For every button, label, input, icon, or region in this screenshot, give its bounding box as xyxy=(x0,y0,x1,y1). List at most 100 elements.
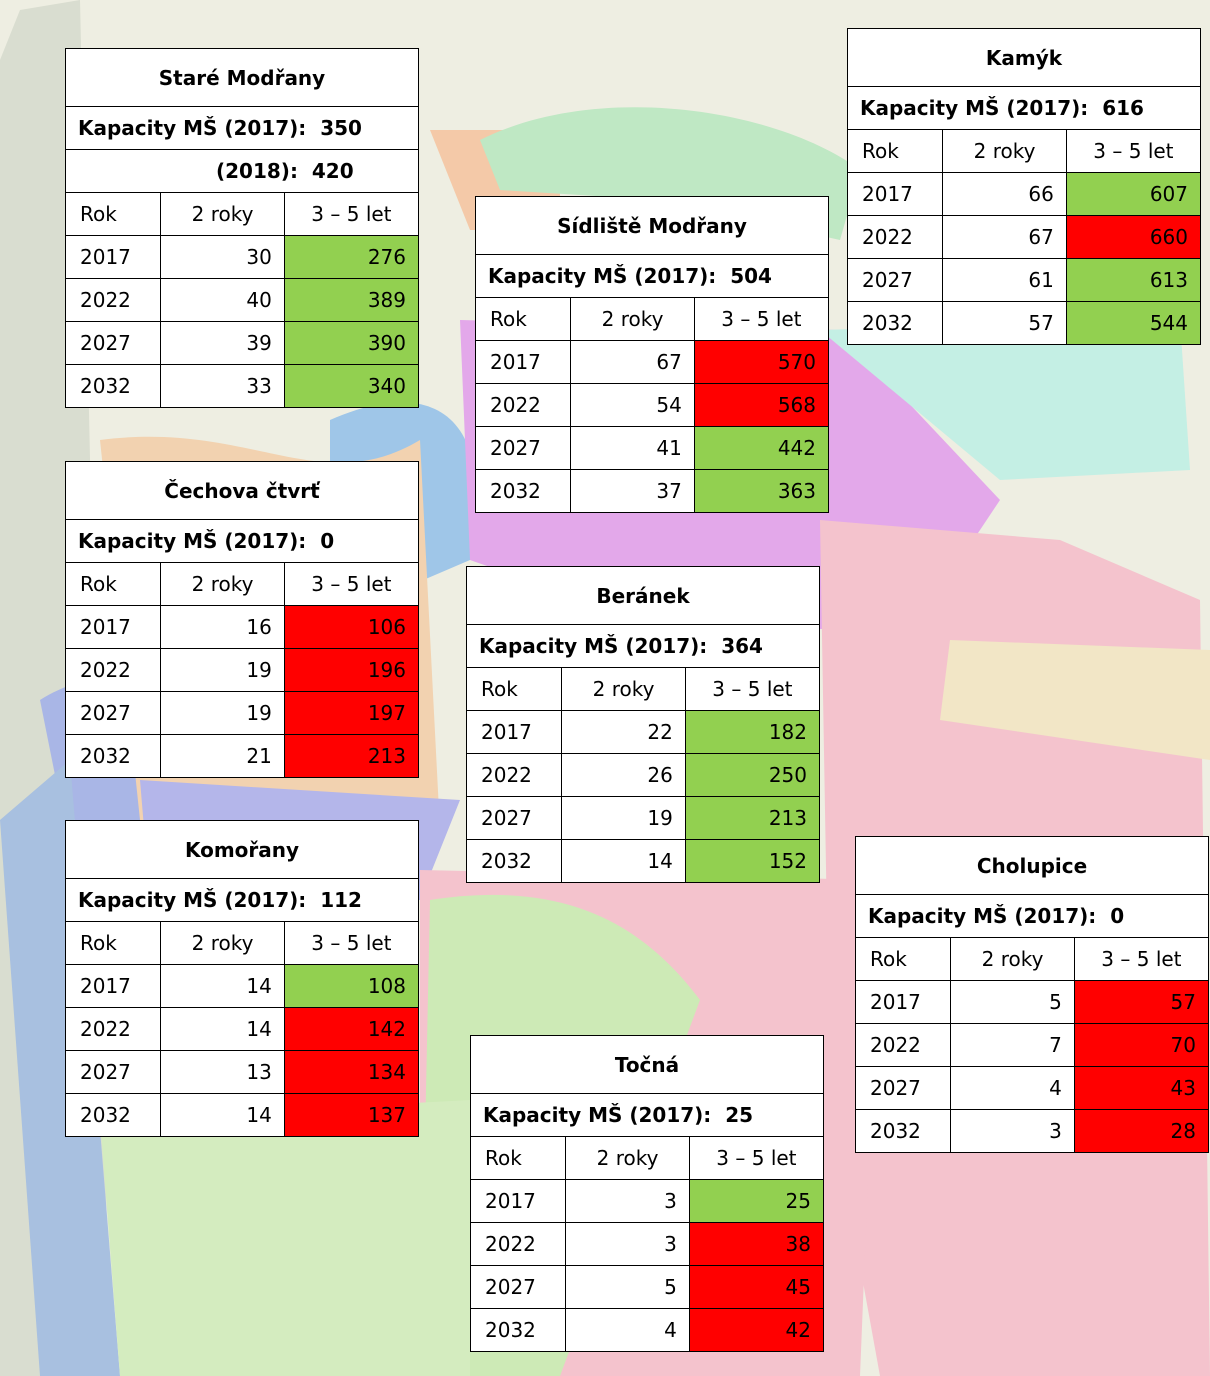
value-cell: 14 xyxy=(561,839,686,883)
year-cell: 2022 xyxy=(469,1222,567,1266)
data-row: 2027 19 213 xyxy=(465,796,821,840)
capacity-label: Kapacity MŠ (2017): 0 xyxy=(65,519,419,563)
column-header: Rok xyxy=(64,192,162,236)
value-cell: 7 xyxy=(950,1023,1075,1067)
column-header: 3 – 5 let xyxy=(688,1136,825,1180)
data-row: 2022 67 660 xyxy=(846,215,1202,259)
year-cell: 2022 xyxy=(474,383,572,427)
value-cell: 13 xyxy=(160,1050,285,1094)
column-header: 3 – 5 let xyxy=(1073,937,1210,981)
data-row: 2032 21 213 xyxy=(64,734,420,778)
year-cell: 2022 xyxy=(64,1007,162,1051)
value-cell: 570 xyxy=(693,340,830,384)
table-title: Sídliště Modřany xyxy=(475,196,829,255)
data-row: 2027 61 613 xyxy=(846,258,1202,302)
column-header: Rok xyxy=(846,129,944,173)
value-cell: 4 xyxy=(950,1066,1075,1110)
value-cell: 67 xyxy=(942,215,1067,259)
year-cell: 2017 xyxy=(474,340,572,384)
data-row: 2022 54 568 xyxy=(474,383,830,427)
header-row: Rok 2 roky 3 – 5 let xyxy=(846,129,1202,173)
value-cell: 67 xyxy=(570,340,695,384)
value-cell: 21 xyxy=(160,734,285,778)
capacity-label: (2018): 420 xyxy=(65,149,419,193)
capacity-row: Kapacity MŠ (2017): 504 xyxy=(475,254,829,298)
value-cell: 213 xyxy=(684,796,821,840)
title-row: Cholupice xyxy=(855,836,1209,895)
value-cell: 137 xyxy=(283,1093,420,1137)
year-cell: 2032 xyxy=(846,301,944,345)
capacity-row: Kapacity MŠ (2017): 112 xyxy=(65,878,419,922)
value-cell: 108 xyxy=(283,964,420,1008)
data-row: 2017 14 108 xyxy=(64,964,420,1008)
header-row: Rok 2 roky 3 – 5 let xyxy=(854,937,1210,981)
column-header: 2 roky xyxy=(565,1136,690,1180)
column-header: Rok xyxy=(474,297,572,341)
year-cell: 2017 xyxy=(64,964,162,1008)
value-cell: 276 xyxy=(283,235,420,279)
data-row: 2032 14 152 xyxy=(465,839,821,883)
value-cell: 14 xyxy=(160,1007,285,1051)
value-cell: 5 xyxy=(950,980,1075,1024)
capacity-table: Točná Kapacity MŠ (2017): 25 Rok 2 roky 3 – … xyxy=(469,1035,825,1352)
column-header: Rok xyxy=(854,937,952,981)
year-cell: 2032 xyxy=(64,1093,162,1137)
value-cell: 213 xyxy=(283,734,420,778)
year-cell: 2017 xyxy=(854,980,952,1024)
capacity-row: Kapacity MŠ (2017): 350 xyxy=(65,106,419,150)
capacity-table: Sídliště Modřany Kapacity MŠ (2017): 504 R… xyxy=(474,196,830,513)
value-cell: 16 xyxy=(160,605,285,649)
year-cell: 2027 xyxy=(846,258,944,302)
header-row: Rok 2 roky 3 – 5 let xyxy=(465,667,821,711)
year-cell: 2027 xyxy=(465,796,563,840)
value-cell: 57 xyxy=(942,301,1067,345)
capacity-table: Beránek Kapacity MŠ (2017): 364 Rok 2 roky 3… xyxy=(465,566,821,883)
data-row: 2032 3 28 xyxy=(854,1109,1210,1153)
table-title: Komořany xyxy=(65,820,419,879)
year-cell: 2022 xyxy=(854,1023,952,1067)
value-cell: 22 xyxy=(561,710,686,754)
table-title: Kamýk xyxy=(847,28,1201,87)
capacity-label: Kapacity MŠ (2017): 112 xyxy=(65,878,419,922)
table-title: Beránek xyxy=(466,566,820,625)
capacity-table: Komořany Kapacity MŠ (2017): 112 Rok 2 roky… xyxy=(64,820,420,1137)
header-row: Rok 2 roky 3 – 5 let xyxy=(64,192,420,236)
capacity-label: Kapacity MŠ (2017): 350 xyxy=(65,106,419,150)
year-cell: 2027 xyxy=(64,1050,162,1094)
value-cell: 390 xyxy=(283,321,420,365)
value-cell: 613 xyxy=(1065,258,1202,302)
column-header: 2 roky xyxy=(570,297,695,341)
capacity-table: Kamýk Kapacity MŠ (2017): 616 Rok 2 roky 3 –… xyxy=(846,28,1202,345)
data-row: 2027 4 43 xyxy=(854,1066,1210,1110)
year-cell: 2027 xyxy=(469,1265,567,1309)
data-row: 2027 5 45 xyxy=(469,1265,825,1309)
data-row: 2022 14 142 xyxy=(64,1007,420,1051)
capacity-row: (2018): 420 xyxy=(65,149,419,193)
value-cell: 660 xyxy=(1065,215,1202,259)
value-cell: 442 xyxy=(693,426,830,470)
table-title: Staré Modřany xyxy=(65,48,419,107)
data-row: 2017 30 276 xyxy=(64,235,420,279)
value-cell: 197 xyxy=(283,691,420,735)
table-title: Točná xyxy=(470,1035,824,1094)
value-cell: 40 xyxy=(160,278,285,322)
year-cell: 2017 xyxy=(64,605,162,649)
column-header: 2 roky xyxy=(561,667,686,711)
value-cell: 57 xyxy=(1073,980,1210,1024)
value-cell: 25 xyxy=(688,1179,825,1223)
value-cell: 39 xyxy=(160,321,285,365)
column-header: Rok xyxy=(465,667,563,711)
header-row: Rok 2 roky 3 – 5 let xyxy=(474,297,830,341)
capacity-table: Staré Modřany Kapacity MŠ (2017): 350 (201… xyxy=(64,48,420,408)
value-cell: 61 xyxy=(942,258,1067,302)
value-cell: 5 xyxy=(565,1265,690,1309)
year-cell: 2032 xyxy=(854,1109,952,1153)
title-row: Sídliště Modřany xyxy=(475,196,829,255)
value-cell: 19 xyxy=(160,648,285,692)
year-cell: 2022 xyxy=(64,278,162,322)
data-row: 2022 26 250 xyxy=(465,753,821,797)
data-row: 2032 57 544 xyxy=(846,301,1202,345)
column-header: 3 – 5 let xyxy=(283,562,420,606)
value-cell: 26 xyxy=(561,753,686,797)
